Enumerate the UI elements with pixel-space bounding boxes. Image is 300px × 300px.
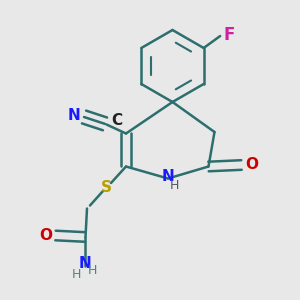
Text: H: H [170, 178, 179, 192]
Text: N: N [162, 169, 174, 184]
Text: O: O [245, 158, 258, 172]
Text: O: O [39, 228, 52, 243]
Text: C: C [111, 113, 122, 128]
Text: S: S [101, 180, 112, 195]
Text: N: N [68, 108, 80, 123]
Text: N: N [79, 256, 92, 272]
Text: H: H [72, 268, 81, 281]
Text: H: H [87, 264, 97, 278]
Text: F: F [224, 26, 235, 44]
